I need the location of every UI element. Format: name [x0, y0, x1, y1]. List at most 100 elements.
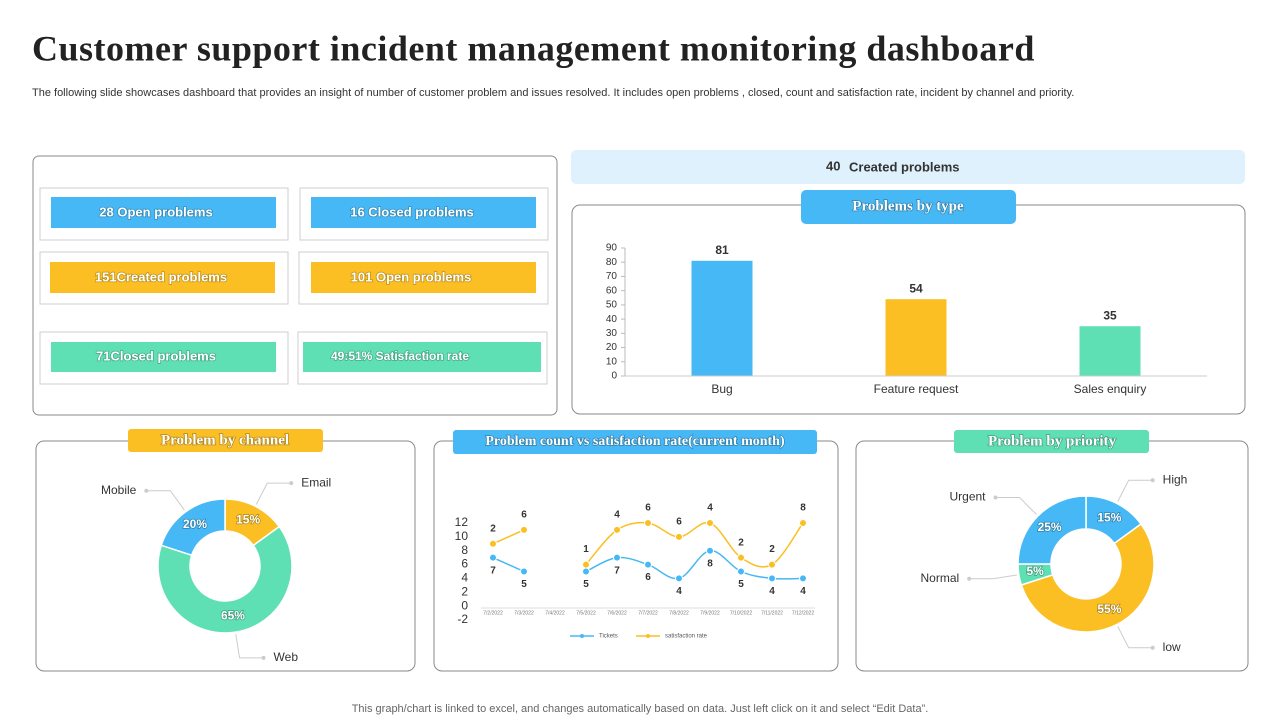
x-tick-label: Bug: [711, 382, 732, 396]
data-label: 2: [490, 523, 496, 534]
leader-line: [255, 482, 292, 505]
series-point: [675, 532, 683, 541]
donut-slice: [160, 498, 226, 557]
slice-category: Web: [274, 650, 299, 664]
leader-dot: [289, 481, 294, 486]
donut-slice: [157, 525, 293, 634]
slice-category: low: [1163, 640, 1181, 654]
y-tick-label: 30: [606, 328, 618, 339]
kpi-box: [50, 262, 275, 293]
leader-line: [969, 574, 1017, 580]
series-point: [799, 519, 807, 527]
created-label: Created problems: [849, 159, 960, 174]
created-count: 40: [826, 158, 840, 173]
leader-line: [995, 497, 1037, 515]
chart-title: Problem by channel: [161, 432, 289, 448]
data-label: 5: [521, 579, 527, 590]
page-title: Customer support incident management mon…: [32, 28, 1035, 68]
data-label: 6: [645, 572, 651, 583]
data-label: 4: [769, 586, 775, 597]
series-point: [520, 567, 528, 576]
series-point: [799, 574, 807, 583]
kpi-text: 101 Open problems: [351, 269, 472, 284]
leader-dot: [144, 488, 149, 493]
data-label: 5: [583, 579, 589, 590]
y-tick-label: 8: [461, 543, 468, 557]
slice-label: 65%: [221, 609, 245, 623]
slice-label: 5%: [1026, 564, 1044, 578]
chart-badge: [954, 430, 1149, 453]
x-tick-label: 7/10/2022: [730, 610, 752, 616]
chart-badge: [801, 190, 1016, 224]
leader-dot: [1150, 645, 1155, 650]
series-point: [737, 567, 745, 576]
y-tick-label: 0: [611, 371, 617, 382]
y-tick-label: 10: [455, 529, 469, 543]
data-label: 35: [1103, 308, 1117, 322]
kpi-text: 49:51% Satisfaction rate: [331, 349, 469, 363]
data-label: 8: [707, 558, 713, 569]
donut-slice: [1020, 522, 1155, 633]
y-tick-label: 90: [606, 243, 618, 254]
data-label: 8: [800, 503, 806, 514]
x-tick-label: 7/11/2022: [761, 610, 783, 616]
series-point: [675, 574, 683, 583]
chart-badge: [453, 430, 817, 454]
slice-label: 25%: [1038, 520, 1062, 534]
leader-line: [1117, 626, 1153, 649]
x-tick-label: Sales enquiry: [1074, 382, 1147, 396]
bar: [691, 260, 753, 376]
y-tick-label: 70: [606, 271, 618, 282]
channel-panel: [35, 440, 416, 672]
legend-label: satisfaction rate: [665, 634, 708, 640]
series-point: [706, 519, 714, 527]
chart-badge: [128, 429, 323, 452]
x-tick-label: 7/7/2022: [638, 610, 658, 616]
y-tick-label: 20: [606, 342, 618, 353]
leader-dot: [993, 495, 998, 500]
legend-dot: [580, 634, 584, 638]
series-point: [768, 574, 776, 583]
series-point: [644, 560, 652, 569]
y-tick-label: 6: [461, 557, 468, 571]
bar: [1079, 326, 1141, 376]
data-label: 6: [521, 510, 527, 521]
kpi-box: [311, 262, 536, 293]
kpi-box: [51, 342, 276, 372]
chart-title: Problems by type: [852, 198, 964, 214]
data-label: 54: [909, 281, 923, 295]
x-tick-label: 7/8/2022: [669, 610, 689, 616]
x-tick-label: 7/9/2022: [700, 610, 720, 616]
leader-dot: [261, 655, 266, 660]
x-tick-label: 7/2/2022: [483, 610, 503, 616]
slice-category: High: [1163, 472, 1188, 486]
created-bar: [571, 150, 1245, 184]
leader-line: [235, 634, 264, 659]
donut-slice: [1017, 495, 1087, 565]
kpi-box: [303, 342, 541, 372]
series-point: [613, 553, 621, 562]
slice-category: Normal: [920, 571, 959, 585]
y-tick-label: -2: [457, 612, 468, 626]
y-tick-label: 12: [455, 515, 469, 529]
leader-dot: [967, 576, 972, 581]
y-tick-label: 80: [606, 257, 618, 268]
bar: [885, 299, 947, 376]
data-label: 7: [490, 565, 496, 576]
data-label: 4: [800, 586, 806, 597]
slice-category: Urgent: [950, 490, 987, 504]
data-label: 5: [738, 579, 744, 590]
slice-label: 20%: [183, 517, 207, 531]
leader-dot: [1150, 478, 1155, 483]
slice-label: 15%: [1097, 510, 1121, 524]
series-point: [706, 546, 714, 555]
series-point: [489, 553, 497, 562]
series-point: [582, 560, 590, 569]
y-tick-label: 60: [606, 285, 618, 296]
y-tick-label: 4: [461, 571, 468, 585]
y-tick-label: 10: [606, 356, 618, 367]
x-tick-label: Feature request: [874, 382, 959, 396]
data-label: 2: [738, 537, 744, 548]
footer-note: This graph/chart is linked to excel, and…: [352, 703, 929, 715]
